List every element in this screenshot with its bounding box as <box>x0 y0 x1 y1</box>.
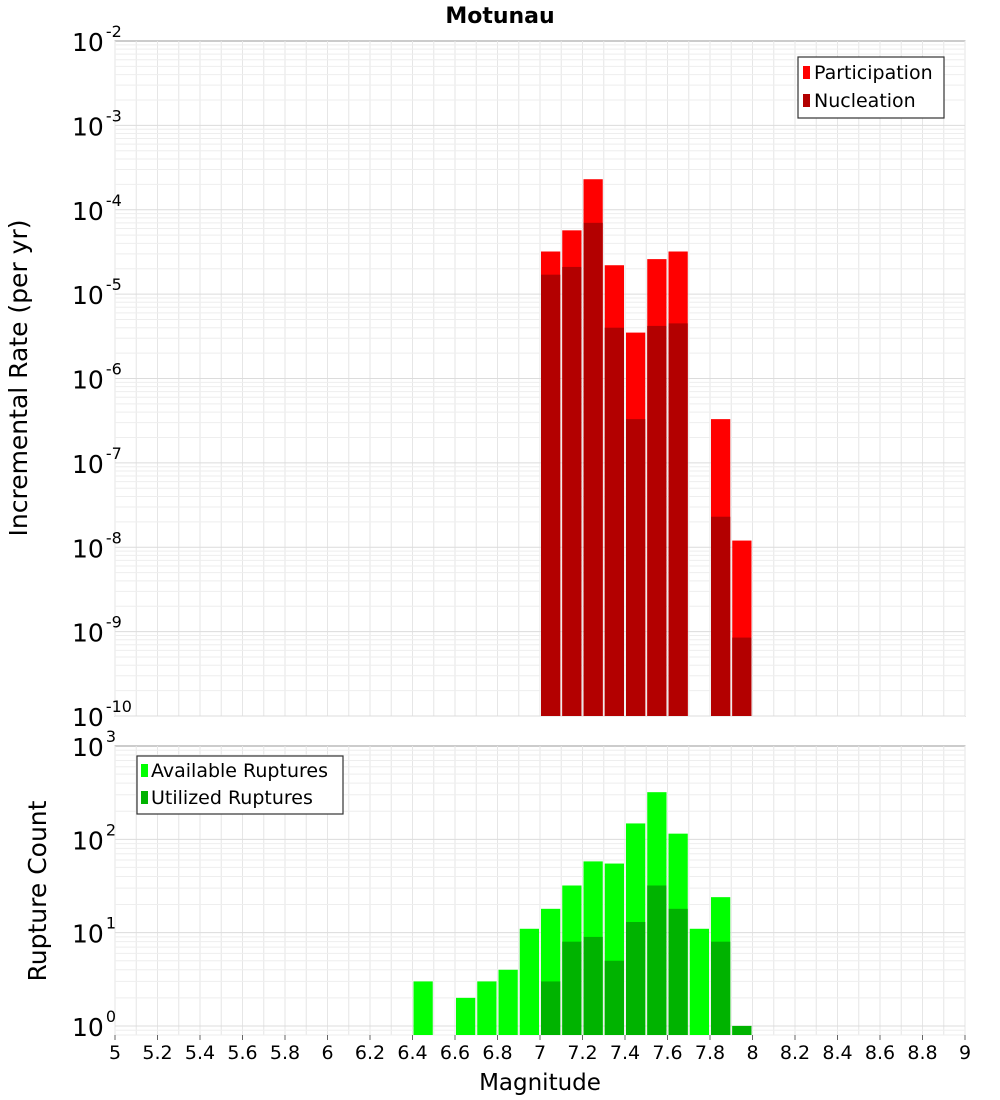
y-tick-label: 10 -5 <box>72 275 122 310</box>
x-tick-label: 6.2 <box>355 1042 385 1064</box>
y-tick-exponent: -3 <box>106 106 122 125</box>
rate-y-axis-label: Incremental Rate (per yr) <box>4 220 33 537</box>
bar-nucleation-7.35 <box>604 327 624 716</box>
bar-nucleation-7.95 <box>732 637 752 716</box>
y-tick-exponent: -6 <box>106 360 122 379</box>
y-tick-exponent: 3 <box>106 727 116 746</box>
x-tick-label: 7.6 <box>652 1042 682 1064</box>
count-legend-box <box>136 755 344 815</box>
count-gridlines <box>114 746 966 1036</box>
rate-gridlines <box>114 41 966 717</box>
bar-utilized-ruptures-7.85 <box>711 941 731 1035</box>
bar-nucleation-7.85 <box>711 516 731 716</box>
y-tick-exponent: -9 <box>106 613 122 632</box>
x-tick-label: 7.4 <box>610 1042 640 1064</box>
nucleation-swatch <box>803 94 810 107</box>
bar-utilized-ruptures-7.95 <box>732 1025 752 1035</box>
bar-available-ruptures-6.75 <box>477 981 497 1035</box>
bar-utilized-ruptures-7.25 <box>583 936 603 1035</box>
bar-nucleation-7.45 <box>626 419 646 716</box>
count-legend: Available Ruptures Utilized Ruptures <box>136 755 344 815</box>
y-tick-label: 10 -4 <box>72 191 122 226</box>
x-tick-label: 8.4 <box>822 1042 852 1064</box>
rate-legend: Participation Nucleation <box>797 56 945 119</box>
y-tick-label: 10 3 <box>72 727 116 762</box>
x-tick-label: 5 <box>109 1042 121 1064</box>
x-tick-label: 5.4 <box>185 1042 215 1064</box>
y-tick-exponent: 0 <box>106 1007 116 1026</box>
y-tick-exponent: 2 <box>106 820 116 839</box>
bar-available-ruptures-6.85 <box>498 969 518 1035</box>
x-tick-label: 7.8 <box>695 1042 725 1064</box>
y-tick-label: 10 -3 <box>72 106 122 141</box>
x-tick-label: 8 <box>746 1042 758 1064</box>
x-tick-label: 6.6 <box>440 1042 470 1064</box>
y-tick-label: 10 -8 <box>72 528 122 563</box>
bar-nucleation-7.25 <box>583 222 603 716</box>
y-tick-exponent: -2 <box>106 22 122 41</box>
x-tick-label: 5.8 <box>270 1042 300 1064</box>
available-swatch <box>141 764 148 777</box>
bar-utilized-ruptures-7.05 <box>541 981 561 1035</box>
x-tick-label: 8.8 <box>907 1042 937 1064</box>
bar-nucleation-7.65 <box>668 323 688 716</box>
x-tick-label: 7.2 <box>567 1042 597 1064</box>
rate-panel: 10-10 10-9 10-8 10-7 10-6 10-5 10-4 10-3 10-2 In… <box>4 22 966 732</box>
y-tick-exponent: -8 <box>106 528 122 547</box>
bar-utilized-ruptures-7.65 <box>668 908 688 1035</box>
bar-available-ruptures-7.75 <box>689 928 709 1035</box>
nucleation-legend-label: Nucleation <box>814 90 916 112</box>
utilized-swatch <box>141 791 148 804</box>
y-tick-label: 10 -10 <box>72 697 132 732</box>
bar-utilized-ruptures-7.45 <box>626 922 646 1035</box>
x-tick-label: 8.6 <box>865 1042 895 1064</box>
bar-utilized-ruptures-7.15 <box>562 941 582 1035</box>
bar-available-ruptures-6.45 <box>413 981 433 1035</box>
bar-utilized-ruptures-7.55 <box>647 885 667 1035</box>
rate-bars <box>541 179 752 716</box>
bar-nucleation-7.15 <box>562 266 582 716</box>
count-bars <box>413 792 752 1035</box>
x-axis-label: Magnitude <box>479 1070 601 1096</box>
y-tick-label: 10 -7 <box>72 444 122 479</box>
rate-legend-box <box>797 56 945 119</box>
x-tick-label: 6.8 <box>482 1042 512 1064</box>
utilized-legend-label: Utilized Ruptures <box>151 787 313 809</box>
y-tick-exponent: 1 <box>106 914 116 933</box>
bar-available-ruptures-6.65 <box>456 997 476 1035</box>
bar-available-ruptures-6.95 <box>519 928 539 1035</box>
y-tick-label: 10 2 <box>72 820 116 855</box>
bar-nucleation-7.55 <box>647 325 667 716</box>
y-tick-exponent: -5 <box>106 275 122 294</box>
chart-title: Motunau <box>445 4 554 29</box>
y-tick-exponent: -10 <box>106 697 132 716</box>
y-tick-exponent: -4 <box>106 191 122 210</box>
x-tick-label: 5.6 <box>227 1042 257 1064</box>
participation-legend-label: Participation <box>814 62 933 84</box>
y-tick-label: 10 1 <box>72 914 116 949</box>
bar-nucleation-7.05 <box>541 274 561 716</box>
x-tick-label: 8.2 <box>780 1042 810 1064</box>
x-tick-label: 6 <box>321 1042 333 1064</box>
participation-swatch <box>803 66 810 79</box>
bar-utilized-ruptures-7.35 <box>604 960 624 1035</box>
x-tick-label: 7 <box>534 1042 546 1064</box>
y-tick-label: 10 -2 <box>72 22 122 57</box>
x-tick-label: 6.4 <box>397 1042 427 1064</box>
y-tick-label: 10 -9 <box>72 613 122 648</box>
count-y-axis-label: Rupture Count <box>23 800 52 981</box>
x-tick-label: 5.2 <box>142 1042 172 1064</box>
y-tick-label: 10 -6 <box>72 360 122 395</box>
y-tick-exponent: -7 <box>106 444 122 463</box>
magnitude-x-ticks: 5 5.2 5.4 5.6 5.8 6 6.2 6.4 6.6 6.8 7 7.2 7.4 7.6 7.8 8… <box>109 1035 971 1064</box>
available-legend-label: Available Ruptures <box>151 760 328 782</box>
x-tick-label: 9 <box>959 1042 971 1064</box>
y-tick-label: 10 0 <box>72 1007 116 1042</box>
